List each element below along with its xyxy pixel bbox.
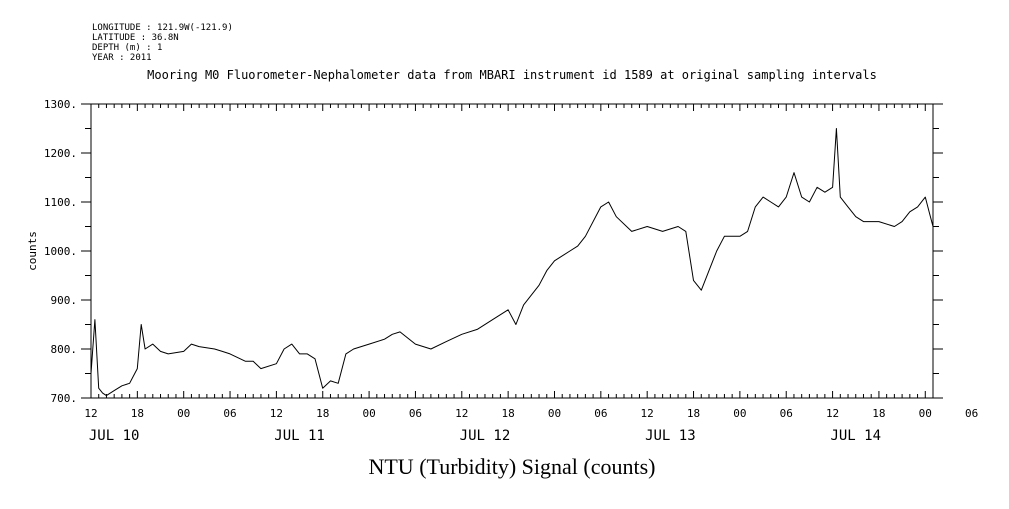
y-tick-label: 900. [51, 294, 78, 307]
x-tick-label: 00 [177, 407, 190, 420]
x-tick-label: 18 [316, 407, 329, 420]
day-label: JUL 10 [89, 428, 140, 444]
x-tick-label: 06 [594, 407, 607, 420]
meta-depth: DEPTH (m) : 1 [92, 43, 162, 53]
day-label: JUL 11 [274, 428, 325, 444]
x-axis-tick-labels: 12 18 00 06 12 18 00 06 12 18 00 06 12 18 00 06 12 18 00 06… [84, 407, 978, 420]
x-tick-label: 12 [270, 407, 283, 420]
x-tick-label: 18 [872, 407, 885, 420]
x-tick-label: 12 [641, 407, 654, 420]
x-tick-label: 06 [409, 407, 422, 420]
x-tick-label: 12 [826, 407, 839, 420]
series-layer [90, 128, 934, 397]
plot-frame [90, 103, 934, 399]
y-tick-label: 1200. [44, 147, 77, 160]
x-tick-label: 00 [733, 407, 746, 420]
x-tick-label: 00 [548, 407, 561, 420]
x-tick-label: 18 [131, 407, 144, 420]
x-tick-label: 00 [362, 407, 375, 420]
y-tick-label: 1300. [44, 98, 77, 111]
y-axis-title: counts [26, 231, 39, 271]
chart-title: Mooring M0 Fluorometer-Nephalometer data… [147, 68, 877, 82]
x-tick-label: 00 [919, 407, 932, 420]
x-tick-label: 06 [965, 407, 978, 420]
x-tick-label: 06 [223, 407, 236, 420]
y-axis-tick-labels: 700. 800. 900. 1000. 1100. 1200. 1300. [44, 98, 77, 405]
y-tick-label: 800. [51, 343, 78, 356]
day-label: JUL 12 [460, 428, 511, 444]
x-axis-day-labels: JUL 10 JUL 11 JUL 12 JUL 13 JUL 14 [89, 428, 881, 444]
x-tick-label: 06 [780, 407, 793, 420]
x-tick-label: 18 [502, 407, 515, 420]
meta-latitude: LATITUDE : 36.8N [92, 33, 179, 43]
x-tick-label: 12 [455, 407, 468, 420]
axis-ticks [81, 103, 943, 399]
day-label: JUL 13 [645, 428, 696, 444]
x-tick-label: 18 [687, 407, 700, 420]
meta-year: YEAR : 2011 [92, 53, 152, 63]
meta-longitude: LONGITUDE : 121.9W(-121.9) [92, 23, 233, 33]
y-tick-label: 700. [51, 392, 78, 405]
series-line [90, 128, 934, 397]
y-tick-label: 1100. [44, 196, 77, 209]
x-axis-title: NTU (Turbidity) Signal (counts) [368, 454, 655, 479]
day-label: JUL 14 [830, 428, 881, 444]
x-tick-label: 12 [84, 407, 97, 420]
y-tick-label: 1000. [44, 245, 77, 258]
metadata-block: LONGITUDE : 121.9W(-121.9) LATITUDE : 36… [92, 23, 233, 63]
